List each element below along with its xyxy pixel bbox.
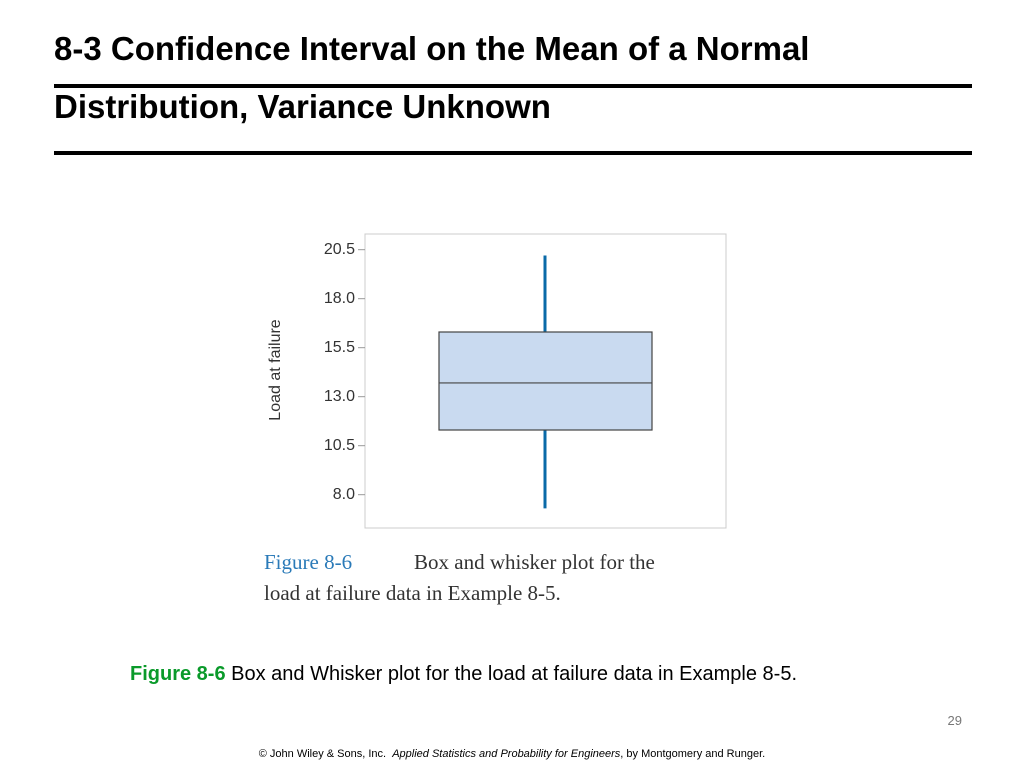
chart: Load at failure Figure 8-6 Box and whisk… bbox=[264, 233, 727, 605]
caption-text: Box and Whisker plot for the load at fai… bbox=[231, 663, 797, 685]
footer: © John Wiley & Sons, Inc. Applied Statis… bbox=[0, 748, 1024, 760]
footer-text: , by Montgomery and Runger. bbox=[620, 748, 766, 760]
footer-text: © John Wiley & Sons, Inc. bbox=[258, 748, 387, 760]
y-tick-label: 18.0 bbox=[324, 290, 355, 307]
page-number: 29 bbox=[947, 713, 962, 728]
box bbox=[438, 331, 653, 431]
caption-label: Figure 8-6 bbox=[130, 663, 226, 685]
figure-caption: Box and whisker plot for the bbox=[414, 550, 655, 574]
caption: Figure 8-6 Box and Whisker plot for the … bbox=[130, 656, 950, 692]
figure-label: Figure 8-6 bbox=[264, 550, 352, 574]
plot-frame bbox=[364, 233, 727, 529]
rule bbox=[54, 151, 972, 155]
slide-title: Distribution, Variance Unknown bbox=[54, 88, 551, 125]
y-tick-label: 13.0 bbox=[324, 388, 355, 405]
footer-book: Applied Statistics and Probability for E… bbox=[392, 748, 621, 760]
rule bbox=[54, 84, 972, 88]
y-tick-label: 15.5 bbox=[324, 339, 355, 356]
y-tick-label: 8.0 bbox=[333, 486, 355, 503]
figure-caption: load at failure data in Example 8-5. bbox=[264, 581, 561, 605]
y-axis-label: Load at failure bbox=[267, 319, 284, 421]
y-tick-label: 20.5 bbox=[324, 241, 355, 258]
y-tick-label: 10.5 bbox=[324, 437, 355, 454]
slide-title: 8-3 Confidence Interval on the Mean of a… bbox=[54, 30, 810, 67]
